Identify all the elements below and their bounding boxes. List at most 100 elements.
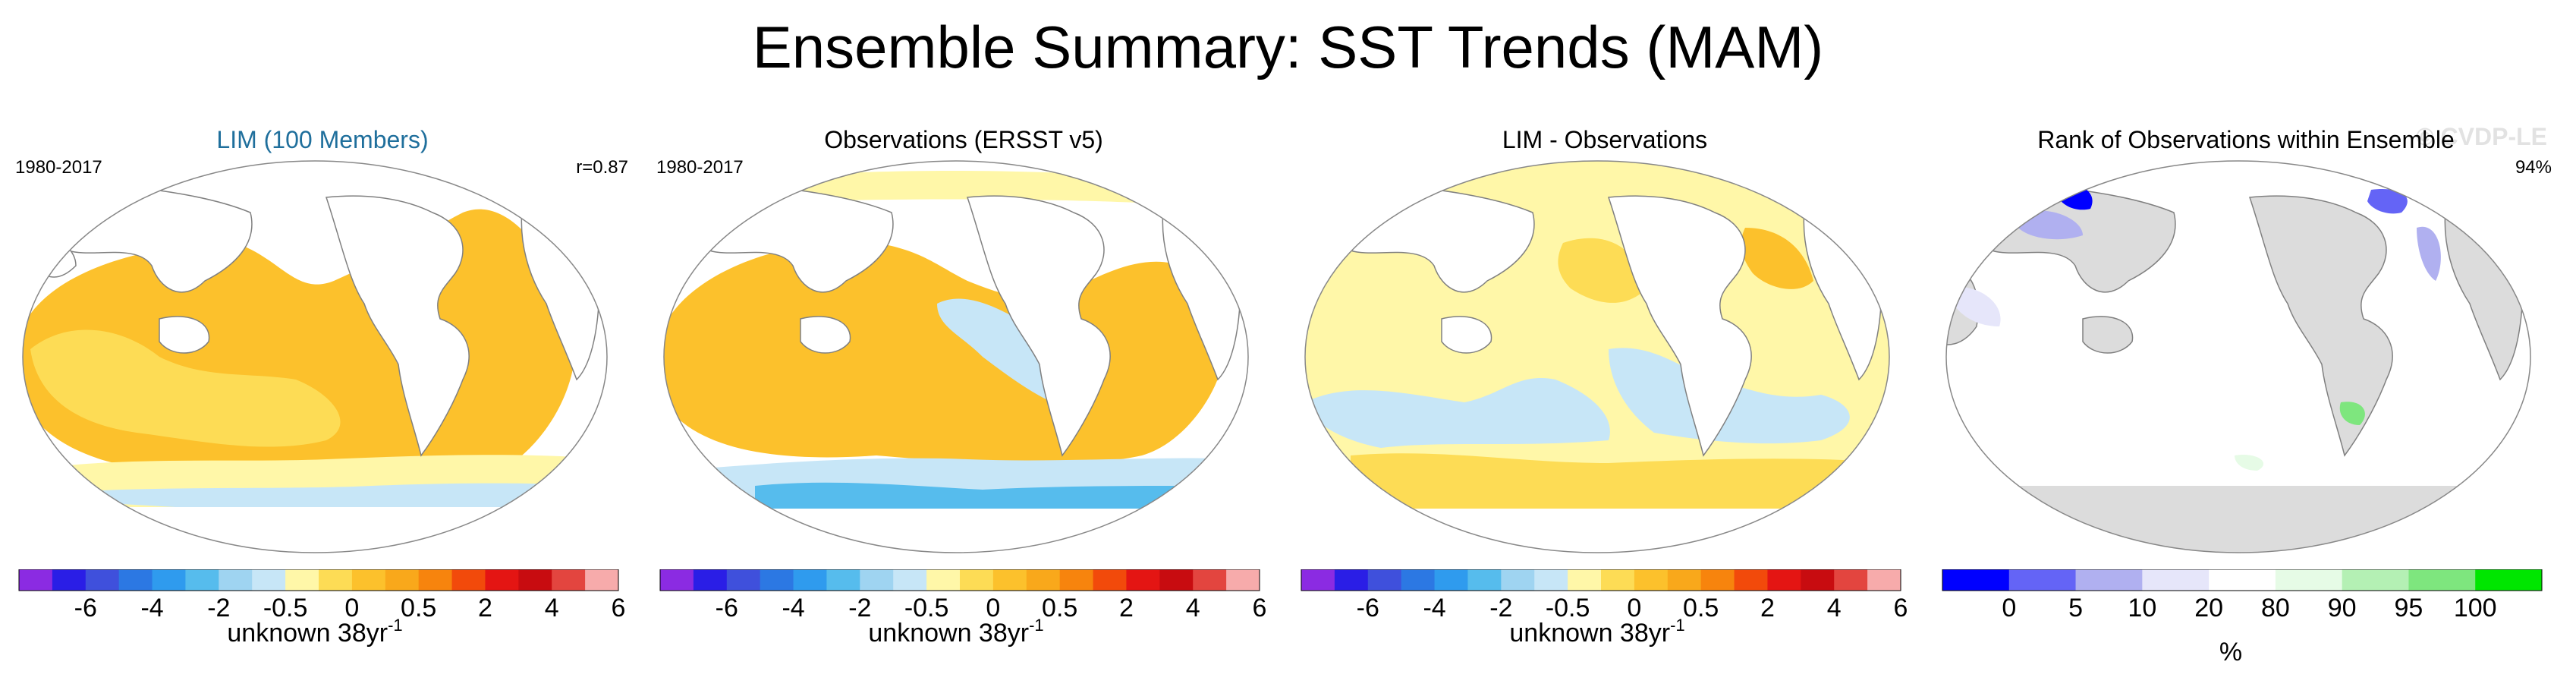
antarctic-land <box>23 507 607 553</box>
colorbar-tick-label: 95 <box>2395 594 2423 622</box>
ocean-warming-region <box>664 241 1228 465</box>
difference-warming-pacific <box>1558 238 1647 303</box>
colorbar-swatch <box>485 569 519 591</box>
colorbar-tick-label: -4 <box>782 594 804 622</box>
colorbar-swatch <box>1568 569 1602 591</box>
colorbar-swatch <box>660 569 694 591</box>
colorbar-tick-label: 6 <box>1894 594 1908 622</box>
colorbar-tick-label: -6 <box>1357 594 1379 622</box>
colorbar-swatch <box>2075 569 2143 591</box>
panel-title: Rank of Observations within Ensemble <box>2037 126 2455 153</box>
colorbar-tick-label: 2 <box>478 594 492 622</box>
colorbar-tick-label: 4 <box>545 594 559 622</box>
australia-land <box>800 316 851 354</box>
colorbar-swatch <box>85 569 120 591</box>
colorbar-tick-label: 20 <box>2194 594 2223 622</box>
colorbar-swatch <box>1667 569 1702 591</box>
colorbar-swatch <box>19 569 53 591</box>
colorbar-tick-label: 0.5 <box>1683 594 1719 622</box>
colorbar-swatch <box>1434 569 1468 591</box>
colorbar-swatch <box>693 569 728 591</box>
colorbar-swatch <box>1942 569 2010 591</box>
colorbar-frame <box>18 569 619 591</box>
map-border <box>1945 160 2531 553</box>
colorbar-tick-label: 90 <box>2328 594 2357 622</box>
colorbar-tick-label: -6 <box>74 594 97 622</box>
colorbar-swatch <box>319 569 353 591</box>
americas-land <box>325 195 470 457</box>
colorbar-tick-label: -0.5 <box>263 594 308 622</box>
colorbar-tick-label: -0.5 <box>1546 594 1590 622</box>
panel-observations: Observations (ERSST v5) 1980-2017 -6 -4 -2… <box>649 121 1279 687</box>
colorbar-swatch <box>2008 569 2077 591</box>
colorbar-tick-label: -0.5 <box>904 594 949 622</box>
colorbar-swatch <box>992 569 1027 591</box>
colorbar-swatch <box>552 569 586 591</box>
map-border <box>1304 160 1890 553</box>
period-label: 1980-2017 <box>656 157 744 178</box>
period-label: 1980-2017 <box>15 157 102 178</box>
colorbar-units: % <box>2219 638 2242 667</box>
colorbar-tick-label: 100 <box>2454 594 2497 622</box>
colorbar-tick-label: 80 <box>2261 594 2290 622</box>
colorbar-swatch <box>1767 569 1801 591</box>
colorbar-swatch <box>451 569 486 591</box>
colorbar-frame <box>1301 569 1901 591</box>
colorbar-swatch <box>2142 569 2210 591</box>
colorbar-swatch <box>285 569 319 591</box>
colorbar-tick-label: -2 <box>848 594 871 622</box>
colorbar-tick-label: -4 <box>1423 594 1445 622</box>
panel-title: LIM (100 Members) <box>216 126 429 153</box>
colorbar: -6 -4 -2 -0.5 0 0.5 2 4 6 unknown 38yr-1 <box>18 569 625 648</box>
colorbar-tick-label: 10 <box>2128 594 2156 622</box>
colorbar: -6 -4 -2 -0.5 0 0.5 2 4 6 unknown 38yr-1 <box>1301 569 1908 648</box>
antarctic-land <box>664 509 1248 553</box>
antarctic-land <box>1305 509 1889 553</box>
correlation-label: r=0.87 <box>576 157 628 178</box>
colorbar-swatch <box>960 569 994 591</box>
colorbar-tick-label: 2 <box>1760 594 1775 622</box>
colorbar-tick-label: 6 <box>1253 594 1267 622</box>
colorbar-swatch <box>1467 569 1502 591</box>
ocean-weak-warming-region <box>30 329 341 447</box>
colorbar: -6 -4 -2 -0.5 0 0.5 2 4 6 unknown 38yr-1 <box>659 569 1267 648</box>
colorbar-units: unknown 38yr-1 <box>227 616 402 648</box>
panel-title: LIM - Observations <box>1502 126 1708 153</box>
americas-land <box>2248 195 2393 457</box>
colorbar-swatch <box>1501 569 1535 591</box>
colorbar-swatch <box>1301 569 1335 591</box>
colorbar-swatch <box>2275 569 2343 591</box>
panel-title: Observations (ERSST v5) <box>824 126 1103 153</box>
colorbar-tick-label: 0 <box>2002 594 2016 622</box>
trend-map <box>22 160 608 553</box>
colorbar-swatch <box>1334 569 1369 591</box>
colorbar-swatch <box>1226 569 1260 591</box>
colorbar-swatch <box>860 569 894 591</box>
colorbar-swatch <box>252 569 286 591</box>
colorbar-swatch <box>1059 569 1094 591</box>
trend-map <box>663 160 1249 553</box>
colorbar-tick-label: 2 <box>1119 594 1134 622</box>
colorbar-frame <box>1942 569 2543 591</box>
colorbar-swatch <box>219 569 253 591</box>
colorbar-swatch <box>1601 569 1635 591</box>
southern-ocean-strong-cooling <box>755 482 1195 509</box>
colorbar-swatch <box>1093 569 1127 591</box>
colorbar-swatch <box>2475 569 2543 591</box>
americas-land <box>1607 195 1752 457</box>
colorbar-swatch <box>1159 569 1194 591</box>
colorbar-swatch <box>1734 569 1768 591</box>
colorbar-tick-label: -4 <box>140 594 163 622</box>
colorbar-swatch <box>1534 569 1568 591</box>
colorbar-tick-label: 4 <box>1186 594 1200 622</box>
colorbar-swatch <box>1026 569 1061 591</box>
colorbar-swatch <box>2209 569 2276 591</box>
colorbar-swatch <box>351 569 386 591</box>
colorbar-swatch <box>726 569 761 591</box>
colorbar-tick-label: -2 <box>1489 594 1512 622</box>
antarctic-land <box>1946 486 2530 553</box>
colorbar-tick-label: -2 <box>207 594 230 622</box>
colorbar-units: unknown 38yr-1 <box>868 616 1043 648</box>
colorbar-swatch <box>518 569 552 591</box>
australia-land <box>159 316 210 354</box>
